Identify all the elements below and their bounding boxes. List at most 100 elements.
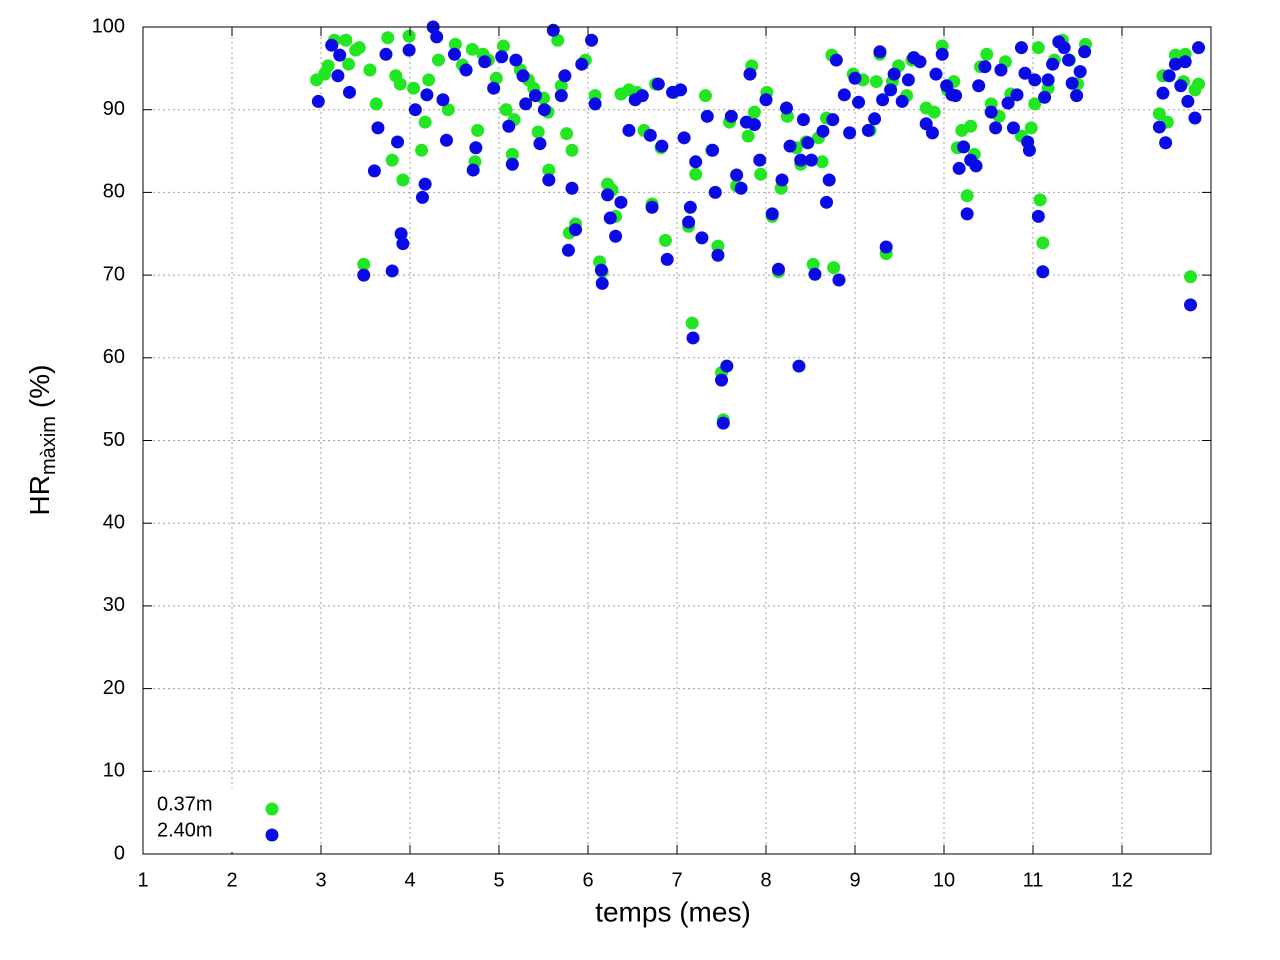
point (1184, 270, 1198, 284)
point (396, 237, 410, 251)
point (964, 119, 978, 133)
point (531, 125, 545, 139)
point (1036, 236, 1050, 250)
point (695, 231, 709, 245)
point (1046, 57, 1060, 71)
point (560, 127, 574, 141)
point (363, 63, 377, 77)
point (708, 185, 722, 199)
point (972, 79, 986, 93)
point (775, 173, 789, 187)
point (765, 207, 779, 221)
point (495, 50, 509, 64)
point (1192, 77, 1206, 91)
point (402, 29, 416, 43)
point (724, 109, 738, 123)
point (325, 38, 339, 52)
point (339, 33, 353, 47)
point (873, 45, 887, 59)
point (743, 67, 757, 81)
point (342, 85, 356, 99)
point (588, 97, 602, 111)
x-axis-label: temps (mes) (595, 896, 751, 927)
y-axis-label-unit: (%) (24, 365, 55, 409)
point (595, 276, 609, 290)
point (622, 123, 636, 137)
point (601, 188, 615, 202)
point (439, 133, 453, 147)
point (960, 189, 974, 203)
point (528, 89, 542, 103)
point (381, 31, 395, 45)
point (820, 195, 834, 209)
point (730, 168, 744, 182)
point (569, 223, 583, 237)
point (1152, 107, 1166, 121)
y-axis-label-main: HR (24, 475, 55, 515)
point (1152, 120, 1166, 134)
point (816, 124, 830, 138)
x-tick-label: 5 (493, 869, 504, 891)
point (1033, 193, 1047, 207)
point (808, 267, 822, 281)
point (1159, 136, 1173, 150)
point (711, 239, 725, 253)
point (829, 53, 843, 67)
point (994, 63, 1008, 77)
point (489, 71, 503, 85)
point (685, 316, 699, 330)
point (754, 167, 768, 181)
point (901, 73, 915, 87)
point (379, 47, 393, 61)
point (465, 42, 479, 56)
x-tick-label: 7 (671, 869, 682, 891)
point (1070, 89, 1084, 103)
point (487, 81, 501, 95)
point (1162, 69, 1176, 83)
point (436, 93, 450, 107)
point (385, 264, 399, 278)
point (396, 173, 410, 187)
point (516, 69, 530, 83)
point (837, 88, 851, 102)
point (806, 257, 820, 271)
point (822, 173, 836, 187)
point (658, 233, 672, 247)
point (1174, 79, 1188, 93)
point (1028, 97, 1042, 111)
point (1028, 73, 1042, 87)
point (1192, 41, 1206, 55)
point (792, 359, 806, 373)
x-tick-label: 11 (1023, 869, 1044, 891)
point (394, 227, 408, 241)
point (1073, 65, 1087, 79)
point (989, 121, 1003, 135)
point (895, 94, 909, 108)
point (554, 89, 568, 103)
point (689, 155, 703, 169)
x-tick-label: 9 (849, 869, 860, 891)
x-tick-label: 10 (933, 869, 955, 891)
point (683, 200, 697, 214)
point (321, 59, 335, 73)
point (554, 79, 568, 93)
point (614, 195, 628, 209)
point (869, 75, 883, 89)
point (415, 190, 429, 204)
point (843, 126, 857, 140)
y-tick-label: 100 (92, 15, 125, 37)
point (551, 33, 565, 47)
point (422, 73, 436, 87)
y-axis-label-subscript: màxim (38, 416, 60, 475)
y-tick-label: 40 (103, 511, 125, 533)
x-tick-label: 2 (226, 869, 237, 891)
point (884, 83, 898, 97)
point (420, 88, 434, 102)
point (779, 101, 793, 115)
point (357, 257, 371, 271)
point (651, 77, 665, 91)
point (700, 109, 714, 123)
point (927, 105, 941, 119)
point (609, 229, 623, 243)
point (689, 167, 703, 181)
